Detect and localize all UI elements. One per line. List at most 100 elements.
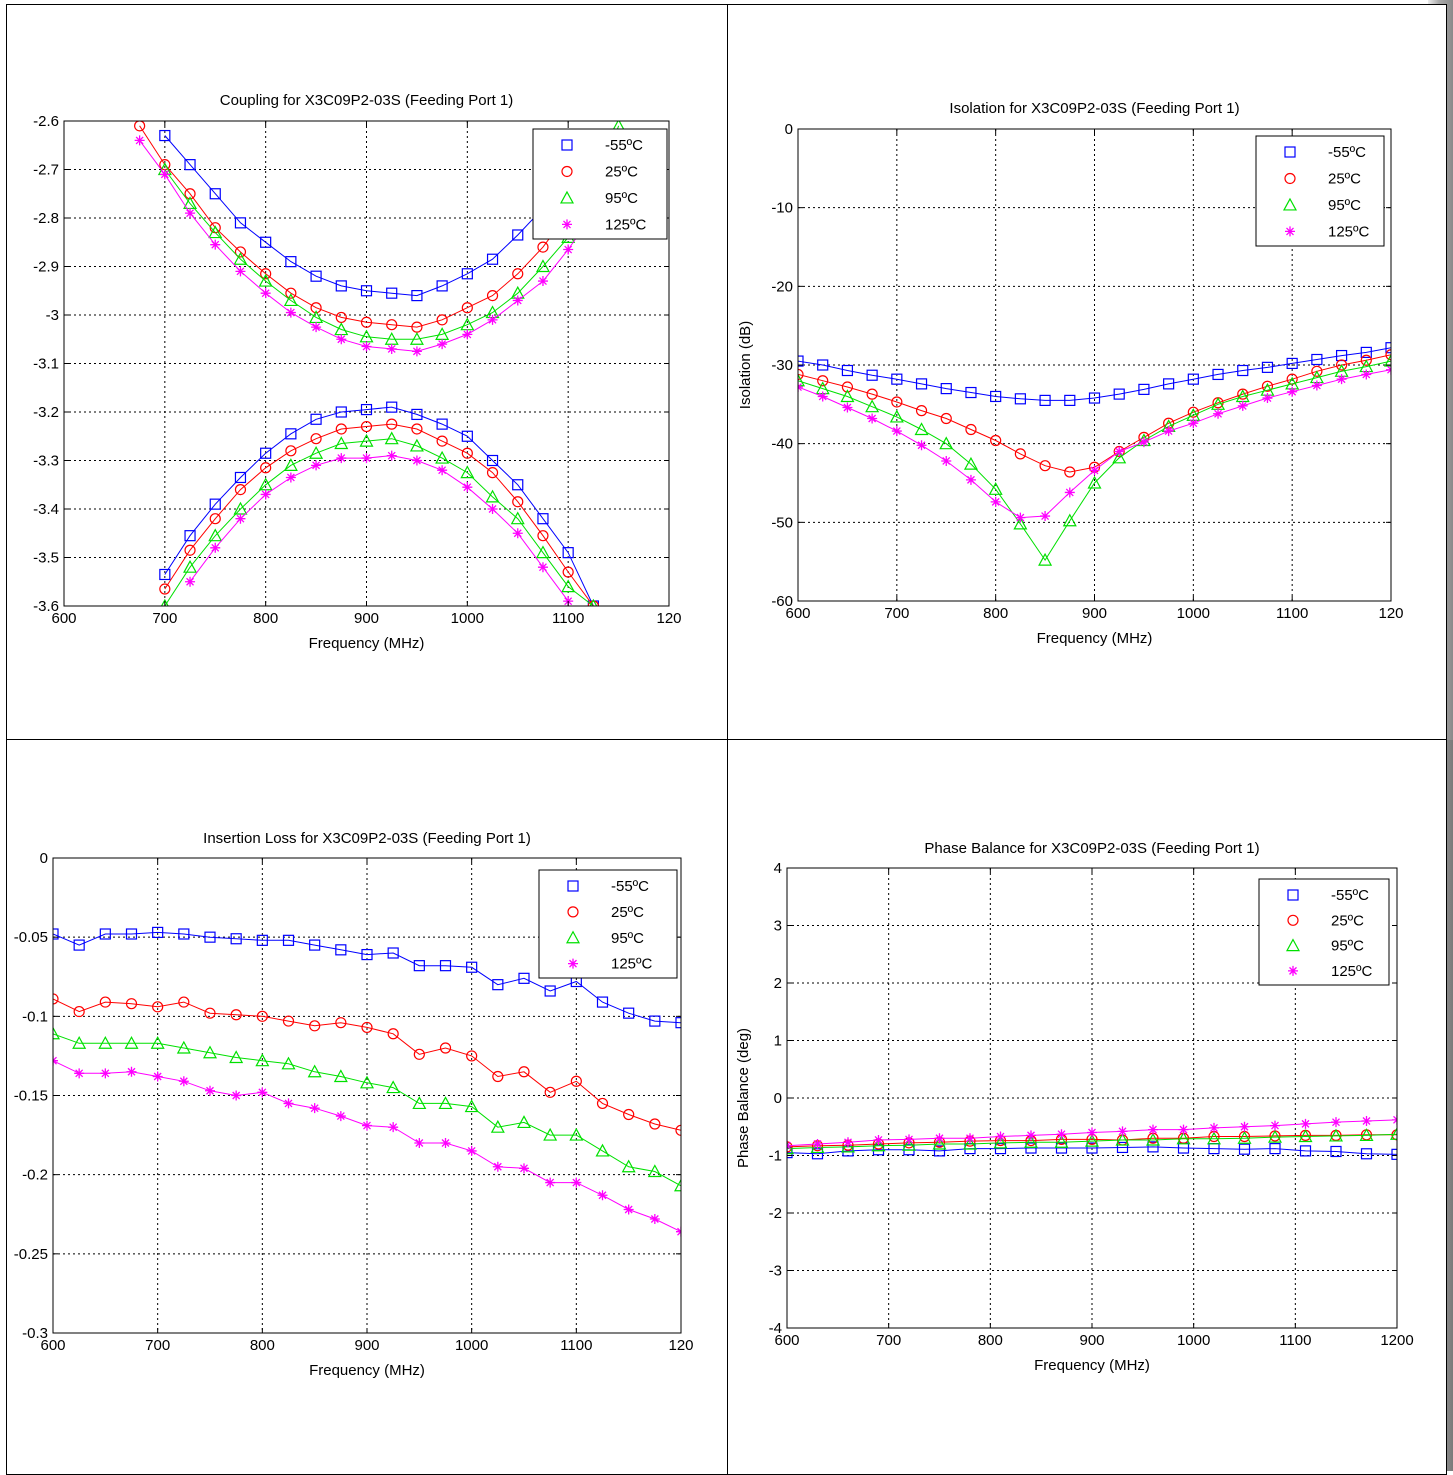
data-point xyxy=(184,544,196,556)
x-tick-label: 900 xyxy=(1082,605,1107,622)
data-point xyxy=(205,1085,215,1096)
data-point xyxy=(309,1103,320,1114)
data-point xyxy=(866,369,878,381)
data-point xyxy=(134,135,145,146)
data-point xyxy=(841,364,854,377)
series-line xyxy=(787,1133,1397,1150)
data-point xyxy=(1360,346,1372,359)
data-point xyxy=(184,159,196,171)
data-point xyxy=(53,1026,61,1040)
legend-marker xyxy=(1288,965,1298,976)
data-point xyxy=(387,1028,399,1040)
data-point xyxy=(990,496,1001,507)
x-tick-label: 120 xyxy=(656,610,681,627)
legend: -55ºC 25ºC 95ºC 125ºC xyxy=(532,128,668,240)
data-point xyxy=(466,1145,477,1156)
y-tick-label: -0.3 xyxy=(22,1325,48,1342)
data-point xyxy=(412,1096,427,1110)
data-point xyxy=(1062,513,1077,527)
data-point xyxy=(933,1145,946,1157)
data-point xyxy=(1138,437,1149,448)
data-point xyxy=(466,961,478,973)
data-point xyxy=(202,1045,218,1059)
x-tick-label: 700 xyxy=(876,1332,901,1349)
data-point xyxy=(512,229,524,241)
y-tick-label: -40 xyxy=(771,436,793,453)
data-point xyxy=(1112,450,1127,464)
data-point xyxy=(1013,516,1028,530)
data-point xyxy=(990,390,1002,403)
data-point xyxy=(544,1086,556,1098)
data-point xyxy=(100,1068,111,1079)
data-point xyxy=(235,513,246,524)
data-point xyxy=(939,436,954,450)
legend-marker xyxy=(562,219,572,230)
data-point xyxy=(965,1133,975,1144)
data-point xyxy=(1163,378,1175,390)
data-point xyxy=(359,433,374,447)
data-point xyxy=(437,465,448,476)
isolation-chart: 600 700 800 900 1000 1100 1200-10-20-30-40-50-… xyxy=(737,100,1404,647)
series-line xyxy=(139,140,620,352)
data-point xyxy=(516,1115,532,1129)
data-point xyxy=(360,316,373,328)
series-group xyxy=(787,1114,1397,1160)
data-point xyxy=(535,259,550,273)
data-point xyxy=(675,1017,681,1029)
data-point xyxy=(53,993,59,1005)
data-point xyxy=(411,408,423,421)
data-point xyxy=(865,399,880,413)
x-tick-label: 700 xyxy=(152,610,177,627)
data-point xyxy=(309,445,324,459)
legend-label: 25ºC xyxy=(1331,912,1364,929)
data-point xyxy=(1298,1129,1313,1143)
legend-label: 25ºC xyxy=(1328,170,1361,187)
data-point xyxy=(309,1020,321,1032)
x-tick-label: 700 xyxy=(145,1337,170,1354)
data-point xyxy=(595,1143,610,1157)
data-point xyxy=(436,435,448,447)
data-point xyxy=(867,413,878,424)
data-point xyxy=(230,1009,242,1021)
x-tick-label: 600 xyxy=(785,605,810,622)
series-line xyxy=(787,1146,1397,1155)
data-point xyxy=(621,1159,636,1173)
series-line xyxy=(164,125,620,340)
data-point xyxy=(904,1134,914,1145)
y-tick-label: -2.8 xyxy=(33,210,59,227)
y-tick-label: -4 xyxy=(769,1320,782,1337)
data-point xyxy=(1163,426,1174,437)
data-point xyxy=(995,1131,1006,1142)
x-tick-label: 800 xyxy=(978,1332,1003,1349)
data-point xyxy=(1148,1124,1158,1135)
data-point xyxy=(124,1035,139,1049)
data-point xyxy=(1330,1145,1342,1158)
x-tick-label: 1100 xyxy=(1279,1332,1311,1349)
data-point xyxy=(73,939,85,951)
data-point xyxy=(537,276,548,287)
x-tick-label: 800 xyxy=(250,1337,275,1354)
x-tick-label: 600 xyxy=(51,610,76,627)
data-point xyxy=(386,450,397,461)
data-point xyxy=(535,545,550,559)
data-point xyxy=(362,1120,372,1131)
data-point xyxy=(1084,1133,1100,1147)
data-point xyxy=(98,1035,113,1049)
coupling-chart: 600 700 800 900 1000 1100 120 -2.6 -2.7 -2.8 -2.9 -… xyxy=(33,92,681,652)
data-point xyxy=(817,359,829,371)
data-point xyxy=(934,1133,945,1144)
data-point xyxy=(281,1056,296,1070)
data-point xyxy=(234,246,247,258)
data-point xyxy=(260,268,272,280)
y-tick-label: 4 xyxy=(774,860,782,877)
data-point xyxy=(1385,342,1391,354)
y-tick-label: -20 xyxy=(771,278,793,295)
data-point xyxy=(461,302,473,314)
series-group xyxy=(53,926,681,1237)
x-tick-label: 800 xyxy=(253,610,278,627)
data-point xyxy=(1187,406,1199,418)
data-point xyxy=(260,462,272,474)
data-point xyxy=(461,430,473,442)
data-point xyxy=(386,343,397,354)
data-point xyxy=(99,928,111,940)
